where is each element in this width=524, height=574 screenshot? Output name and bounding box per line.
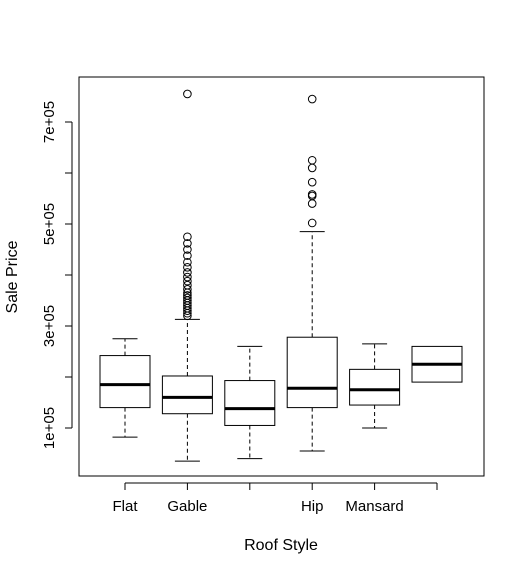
x-tick-label: Gable xyxy=(167,498,207,515)
box-hip xyxy=(286,94,338,452)
box-iqr xyxy=(224,380,276,426)
box-mansard xyxy=(349,343,401,429)
outlier-point xyxy=(307,155,317,165)
y-tick-label: 5e+05 xyxy=(41,203,58,245)
outlier-point xyxy=(307,163,317,173)
y-axis-label: Sale Price xyxy=(4,240,21,313)
outlier-point xyxy=(183,263,192,272)
outlier-point xyxy=(183,257,192,267)
outlier-point xyxy=(307,218,317,228)
x-axis: Flat Gable Hip Mansard xyxy=(112,482,438,515)
outlier-point xyxy=(183,245,192,254)
box-flat xyxy=(99,338,151,438)
outlier-point xyxy=(183,251,192,260)
box-gable xyxy=(161,89,213,462)
y-axis: 1e+05 3e+05 5e+05 7e+05 xyxy=(41,101,73,449)
outlier-point xyxy=(183,293,192,303)
y-tick-label: 1e+05 xyxy=(41,407,58,449)
x-tick-label: Flat xyxy=(112,498,138,515)
outlier-point xyxy=(307,190,317,199)
outlier-point xyxy=(183,239,192,248)
box-iqr xyxy=(349,368,401,406)
outlier-point xyxy=(183,89,192,99)
outlier-point xyxy=(307,177,317,187)
box-iqr xyxy=(286,336,338,409)
x-tick-label: Hip xyxy=(301,498,324,515)
box-shed xyxy=(411,345,463,383)
outlier-point xyxy=(183,272,192,282)
outlier-point xyxy=(183,280,192,290)
outlier-point xyxy=(183,291,192,300)
outlier-point xyxy=(307,94,317,104)
outlier-point xyxy=(183,268,192,277)
plot-frame xyxy=(78,76,485,477)
x-axis-label: Roof Style xyxy=(244,537,318,554)
y-tick-label: 7e+05 xyxy=(41,101,58,143)
box-series xyxy=(99,89,463,462)
x-tick-label: Mansard xyxy=(345,498,403,515)
outlier-point xyxy=(183,284,192,294)
outlier-point xyxy=(307,199,317,208)
outlier-point xyxy=(183,232,192,242)
outlier-point xyxy=(183,276,192,286)
box-iqr xyxy=(161,375,213,415)
y-tick-label: 3e+05 xyxy=(41,305,58,347)
box-iqr xyxy=(99,355,151,409)
box-gambrel xyxy=(224,345,276,460)
